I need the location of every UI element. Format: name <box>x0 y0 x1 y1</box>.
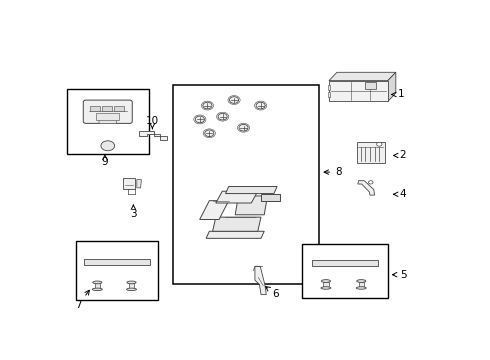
Bar <box>328 92 330 97</box>
Bar <box>329 81 388 102</box>
Text: 3: 3 <box>130 205 137 219</box>
Polygon shape <box>388 72 396 102</box>
Circle shape <box>205 130 214 136</box>
Text: 7: 7 <box>75 290 89 310</box>
Text: 6: 6 <box>266 287 279 299</box>
Bar <box>102 105 112 111</box>
Bar <box>173 85 319 284</box>
Polygon shape <box>206 231 264 238</box>
Circle shape <box>229 97 239 103</box>
Text: 5: 5 <box>392 270 406 280</box>
Circle shape <box>203 102 212 109</box>
Ellipse shape <box>93 281 102 284</box>
Polygon shape <box>255 266 267 294</box>
Polygon shape <box>199 201 229 220</box>
Polygon shape <box>358 181 374 195</box>
Ellipse shape <box>321 280 330 283</box>
Ellipse shape <box>321 287 331 289</box>
Ellipse shape <box>127 281 136 284</box>
Ellipse shape <box>93 288 102 291</box>
Bar <box>67 89 148 154</box>
Bar <box>84 258 150 265</box>
Bar <box>357 142 385 162</box>
Polygon shape <box>329 72 396 81</box>
Text: 10: 10 <box>146 116 159 129</box>
Bar <box>76 242 158 300</box>
Bar <box>323 282 329 288</box>
Bar <box>312 260 378 266</box>
Polygon shape <box>213 217 261 231</box>
Ellipse shape <box>356 287 366 289</box>
Text: 1: 1 <box>392 90 404 99</box>
Circle shape <box>368 181 373 184</box>
Bar <box>366 82 376 89</box>
Bar <box>129 283 134 289</box>
Circle shape <box>218 113 227 120</box>
Bar <box>359 282 364 288</box>
Text: 4: 4 <box>393 189 406 199</box>
Bar <box>97 113 119 120</box>
Circle shape <box>377 142 382 146</box>
Circle shape <box>256 102 265 109</box>
Polygon shape <box>139 131 167 140</box>
Bar <box>95 283 100 289</box>
Polygon shape <box>235 196 268 215</box>
Text: 2: 2 <box>393 150 406 161</box>
Text: 8: 8 <box>324 167 342 177</box>
Ellipse shape <box>357 280 366 283</box>
Polygon shape <box>261 194 280 201</box>
Bar <box>123 177 135 189</box>
Polygon shape <box>216 191 258 203</box>
Bar <box>115 105 124 111</box>
Polygon shape <box>137 180 142 188</box>
Circle shape <box>101 141 115 151</box>
Bar <box>90 105 99 111</box>
Ellipse shape <box>126 288 136 291</box>
Polygon shape <box>225 186 277 194</box>
Bar <box>302 244 388 298</box>
FancyBboxPatch shape <box>83 100 132 123</box>
Text: 9: 9 <box>101 154 108 167</box>
Bar <box>328 85 330 90</box>
Circle shape <box>239 125 248 131</box>
Circle shape <box>196 116 204 123</box>
FancyBboxPatch shape <box>99 118 117 123</box>
